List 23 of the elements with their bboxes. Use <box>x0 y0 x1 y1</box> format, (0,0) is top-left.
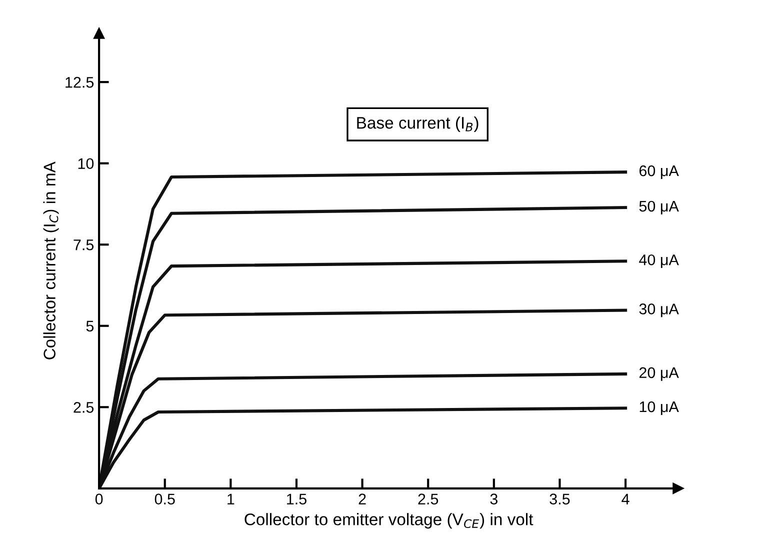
series-label: 60 μA <box>639 165 679 179</box>
y-tick-label: 7.5 <box>74 240 94 250</box>
x-tick-label: 2 <box>358 494 366 504</box>
x-tick-label: 3 <box>490 494 498 504</box>
legend-title: Base current (I$_{B}$) <box>357 116 478 132</box>
x-tick-label: 1.5 <box>287 494 306 504</box>
series-label: 10 μA <box>640 401 679 415</box>
y-tick-label: 10 <box>78 158 94 170</box>
series-label: 50 μA <box>639 200 679 214</box>
series-label: 40 μA <box>639 254 679 268</box>
y-tick-label: 5 <box>86 320 94 332</box>
x-tick-label: 4 <box>622 494 630 504</box>
y-tick-label: 2.5 <box>74 402 94 413</box>
x-tick-label: 2.5 <box>418 494 438 504</box>
series-label: 30 μA <box>639 304 679 318</box>
y-axis-title: Collector current (I$_{C}$) in mA <box>43 162 59 360</box>
y-tick-label: 12.5 <box>66 76 94 88</box>
series-label: 20 μA <box>639 367 679 381</box>
x-tick-label: 0 <box>95 494 103 504</box>
x-tick-label: 0.5 <box>154 494 175 504</box>
x-axis-title: Collector to emitter voltage (V$_{CE}$) in volt <box>244 513 534 529</box>
x-tick-label: 3.5 <box>550 494 570 504</box>
x-tick-label: 1 <box>228 494 234 504</box>
